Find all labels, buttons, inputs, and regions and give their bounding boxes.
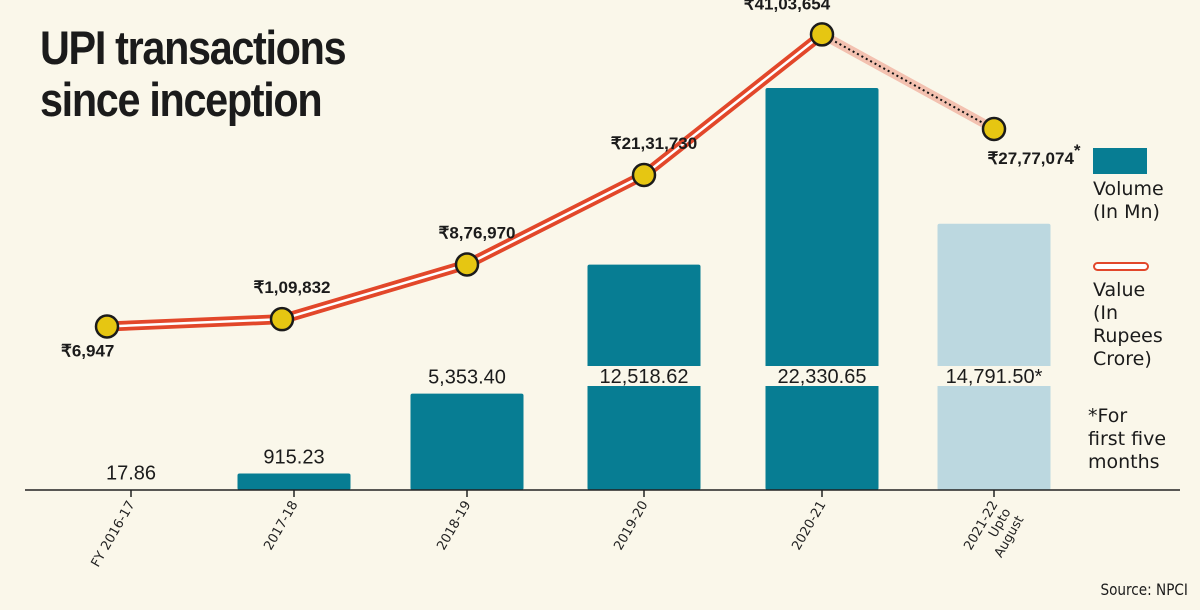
legend-value-label-4: Crore) (1093, 348, 1152, 370)
value-marker (981, 116, 1007, 142)
x-tick-label: 2020-21 (789, 499, 829, 554)
bar-label-band (587, 366, 701, 386)
footnote-line-1: *For (1088, 405, 1128, 427)
chart-title-line-2: since inception (40, 73, 323, 126)
legend-value-label-1: Value (1093, 279, 1146, 301)
volume-label: 22,330.65 (778, 366, 867, 388)
volume-label: 915.23 (263, 447, 324, 469)
legend-volume-label-1: Volume (1093, 178, 1164, 200)
value-line-center (106, 317, 283, 328)
x-tick-label: 2018-19 (434, 499, 474, 554)
footnote-line-2: first five (1088, 428, 1167, 450)
value-label: ₹8,76,970 (439, 223, 516, 242)
source-note: Source: NPCI (1100, 580, 1188, 599)
x-tick-label-line: FY 2016-17 (89, 499, 139, 570)
chart-title-line-1: UPI transactions (40, 21, 347, 74)
x-tick-label-line: 2018-19 (434, 499, 474, 554)
volume-bar (237, 473, 351, 490)
x-tick-label-line: 2017-18 (261, 499, 301, 554)
legend-volume-label-2: (In Mn) (1093, 201, 1160, 223)
legend-value-label-2: (In (1093, 302, 1119, 324)
volume-bar (765, 88, 879, 490)
value-label: ₹6,947 (61, 342, 114, 361)
value-label: ₹41,03,654 (744, 0, 831, 13)
legend-volume-swatch (1093, 148, 1147, 174)
value-marker (269, 306, 295, 332)
value-marker (454, 252, 480, 277)
bar-label-band (937, 366, 1051, 386)
x-tick-label-line: 2019-20 (611, 499, 651, 554)
partial-asterisk: * (1074, 141, 1081, 160)
legend-value: Value (In Rupees Crore) (1088, 262, 1163, 371)
legend-value-label-3: Rupees (1093, 325, 1163, 347)
legend-volume: Volume (In Mn) (1088, 148, 1164, 224)
value-marker (631, 162, 657, 188)
x-tick-label-line: 2020-21 (789, 499, 829, 554)
volume-label: 12,518.62 (600, 366, 689, 388)
chart-title: UPI transactions since inception (40, 21, 347, 126)
value-line-center (643, 33, 823, 176)
legend-value-swatch (1093, 262, 1149, 271)
x-tick-label: 2019-20 (611, 499, 651, 554)
volume-label: 5,353.40 (428, 367, 506, 389)
value-label: ₹21,31,730 (611, 134, 697, 153)
footnote-line-3: months (1088, 451, 1160, 473)
value-line-center (281, 263, 468, 321)
volume-bar (937, 223, 1051, 491)
value-line-center (466, 173, 645, 266)
volume-bar (410, 393, 524, 490)
legend-footnote: *For first five months (1088, 405, 1166, 474)
value-marker (94, 314, 120, 339)
x-tick-label: 2017-18 (261, 499, 301, 554)
value-label: ₹27,77,074* (987, 141, 1080, 168)
x-tick-label: 2021-22UptoAugust (961, 498, 1027, 568)
value-marker (809, 22, 835, 47)
volume-label: 17.86 (106, 463, 156, 485)
x-tick-label: FY 2016-17 (89, 499, 139, 570)
volume-label: 14,791.50* (946, 366, 1043, 388)
bar-label-band (765, 366, 879, 386)
value-line-segment (819, 30, 997, 133)
value-label: ₹1,09,832 (254, 278, 331, 297)
